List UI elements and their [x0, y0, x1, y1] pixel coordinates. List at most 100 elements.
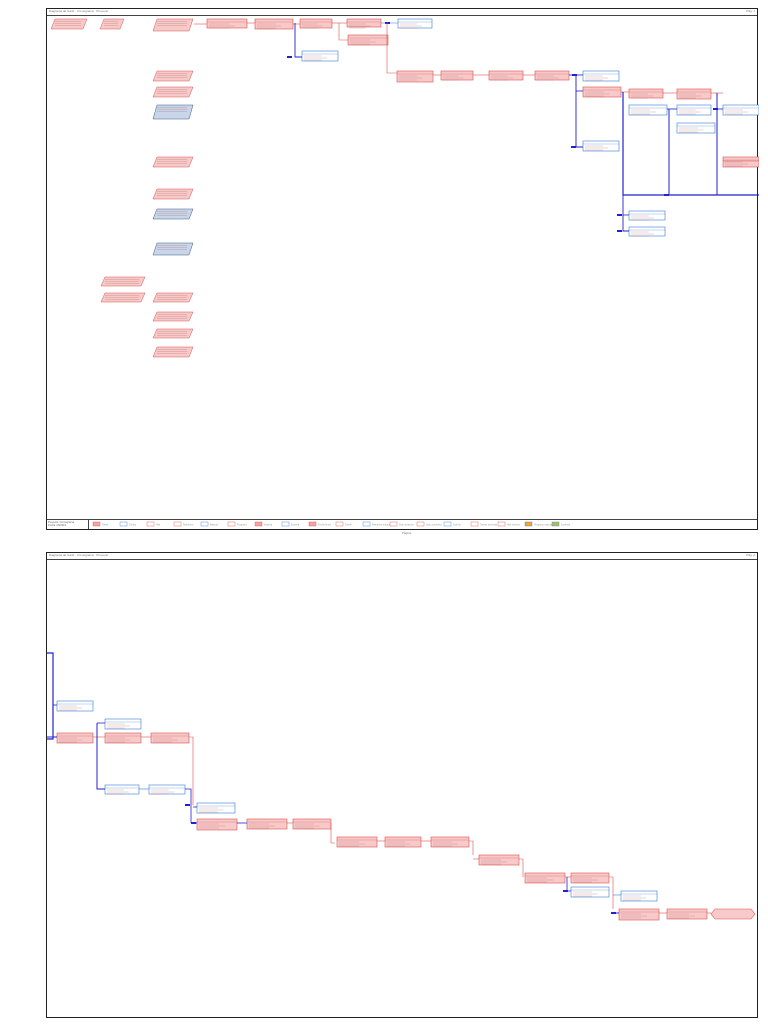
legend-item: Manual	[200, 521, 218, 527]
legend-label: Fecha límite	[318, 524, 332, 527]
task-node	[346, 18, 382, 29]
legend-label: Dividir	[345, 524, 352, 527]
task-node-blue	[628, 210, 666, 221]
task-node-blue	[676, 122, 716, 134]
legend-item: Resumen manual	[362, 521, 391, 527]
task-node-blue	[620, 890, 658, 902]
task-node	[478, 854, 520, 866]
connector-stub	[185, 804, 190, 806]
task-node	[676, 88, 712, 100]
task-node	[524, 872, 566, 884]
task-node-blue	[301, 50, 339, 62]
legend-item: Solo fin	[443, 521, 462, 527]
diagram-page-1: Diagrama de Gantt · Cronograma · Proyect…	[46, 8, 759, 535]
legend-label: Crítica	[129, 524, 137, 527]
task-node-blue	[582, 70, 620, 82]
task-box-blue	[152, 208, 194, 220]
end-milestone	[710, 908, 756, 920]
legend-item: Progreso	[227, 521, 247, 527]
legend-label: Progreso	[237, 524, 247, 527]
legend-label: Tarea	[102, 524, 109, 527]
task-node	[440, 70, 474, 81]
legend-label: Resumen	[183, 524, 194, 527]
task-node-blue	[570, 886, 610, 898]
task-node-blue	[196, 802, 236, 814]
legend-item: Dividir	[335, 521, 352, 527]
page-number: Pág. 2	[746, 553, 755, 557]
task-node	[206, 18, 248, 29]
task-box	[152, 328, 194, 339]
page-label: Página	[402, 531, 412, 535]
connector-stub	[713, 108, 718, 110]
footer-info: Proyecto: Cronograma Fecha: 05/2019	[47, 520, 89, 529]
task-box	[152, 292, 194, 303]
legend-label: Solo fin	[453, 524, 462, 527]
legend-item: Hito externo	[497, 521, 521, 527]
legend-label: Solo duración	[399, 524, 414, 527]
legend-item: Progreso manual	[524, 521, 553, 527]
task-node-blue	[104, 784, 140, 795]
connector-stub	[617, 230, 622, 232]
task-box-blue	[152, 104, 194, 120]
connector-line	[294, 23, 302, 58]
connector-line	[566, 877, 571, 892]
legend-item: Crítica	[119, 521, 137, 527]
connector-line	[386, 23, 397, 74]
connector-stub	[571, 146, 576, 148]
task-box	[50, 18, 88, 30]
connector-stub	[287, 56, 292, 58]
task-box	[152, 156, 194, 168]
task-node-blue	[56, 700, 94, 712]
task-node	[56, 732, 94, 744]
connector-line	[338, 23, 348, 41]
connector-line	[575, 75, 583, 148]
legend-label: Hito	[156, 524, 161, 527]
task-node	[254, 18, 294, 30]
legend-item: Resumen	[173, 521, 194, 527]
task-node	[347, 34, 389, 46]
task-node	[246, 818, 288, 830]
connector-stub	[563, 890, 568, 892]
connector-line	[609, 876, 614, 909]
task-node	[618, 908, 660, 921]
task-box	[152, 311, 194, 322]
task-node	[722, 156, 759, 168]
legend-label: Tareas externas	[480, 524, 498, 527]
legend-label: Progreso manual	[534, 524, 553, 527]
task-box	[99, 18, 125, 30]
connector-stub	[572, 74, 577, 76]
connector-line	[469, 840, 474, 855]
task-node	[666, 908, 708, 920]
page-footer: Proyecto: Cronograma Fecha: 05/2019 Tare…	[47, 519, 757, 535]
footer-project: Proyecto: Cronograma	[48, 521, 75, 524]
task-node	[488, 70, 524, 81]
task-box-blue	[152, 242, 194, 256]
network-diagram-canvas-2	[47, 652, 756, 921]
task-node-blue	[582, 140, 620, 152]
task-node-blue	[628, 226, 666, 237]
task-node	[299, 18, 333, 29]
connector-stub	[385, 22, 390, 24]
task-node	[196, 818, 238, 831]
legend-label: Resumen manual	[372, 524, 391, 527]
task-box	[152, 18, 194, 32]
task-node-blue	[676, 104, 712, 116]
legend-item: Solo comienzo	[416, 521, 442, 527]
legend-label: Solo comienzo	[426, 524, 442, 527]
legend-strip: Tarea Crítica Hito Resumen Manual Progreso Ina…	[92, 521, 571, 527]
task-node-blue	[104, 718, 142, 730]
task-node-blue	[628, 104, 668, 116]
connector-line	[47, 652, 54, 740]
connector-line	[330, 823, 335, 844]
task-box	[152, 70, 194, 82]
legend-item: Inactiva	[254, 521, 273, 527]
task-box	[100, 292, 146, 303]
task-node	[384, 836, 422, 848]
connector-stub	[611, 912, 616, 914]
task-node	[430, 836, 470, 848]
legend-item: Hito	[146, 521, 161, 527]
legend-label: Hito externo	[507, 524, 521, 527]
page-number: Pág. 1	[746, 9, 755, 13]
task-box	[152, 346, 194, 358]
legend-item: Tareas externas	[470, 521, 498, 527]
